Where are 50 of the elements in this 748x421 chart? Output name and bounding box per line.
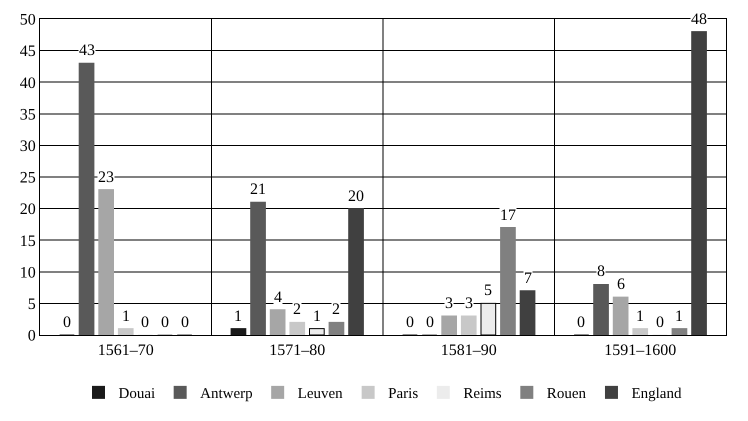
data-label: 0 [656, 314, 664, 331]
data-label: 48 [691, 11, 707, 28]
data-label: 20 [348, 188, 364, 205]
data-label: 1 [636, 308, 644, 325]
data-label: 6 [617, 276, 625, 293]
legend-label: Antwerp [200, 386, 253, 402]
y-tick-label: 0 [28, 328, 36, 345]
data-label: 8 [597, 263, 605, 280]
y-tick-label: 30 [20, 138, 36, 155]
legend-label: England [631, 386, 682, 402]
y-tick-label: 25 [20, 170, 36, 187]
data-label: 1 [675, 308, 683, 325]
data-label: 5 [484, 282, 492, 299]
data-label: 0 [141, 314, 149, 331]
data-label: 0 [63, 314, 71, 331]
data-label: 0 [577, 314, 585, 331]
legend-label: Rouen [546, 386, 586, 402]
legend-label: Reims [463, 386, 502, 402]
y-tick-label: 50 [20, 12, 36, 29]
data-label: 2 [293, 301, 301, 318]
legend-label: Paris [388, 386, 418, 402]
data-label: 17 [500, 207, 516, 224]
y-tick-label: 45 [20, 43, 36, 60]
data-label: 1 [234, 308, 242, 325]
y-tick-label: 10 [20, 264, 36, 282]
data-label: 43 [79, 42, 95, 59]
y-tick-label: 35 [20, 106, 36, 124]
data-label: 3 [465, 295, 473, 312]
data-label: 3 [445, 295, 453, 312]
data-label: 2 [332, 301, 340, 318]
data-label: 7 [524, 270, 532, 287]
y-tick-label: 40 [20, 74, 36, 92]
data-label: 0 [181, 314, 189, 331]
data-label: 0 [406, 314, 414, 331]
y-tick-label: 5 [28, 296, 36, 313]
data-label: 21 [250, 181, 266, 198]
data-label: 1 [122, 308, 130, 325]
y-tick-label: 20 [20, 201, 36, 218]
legend-label: Leuven [298, 386, 344, 402]
legend-label: Douai [118, 386, 156, 402]
data-label: 0 [161, 314, 169, 331]
data-label: 0 [426, 314, 434, 331]
x-tick-label: 1561–70 [98, 342, 154, 360]
x-tick-label: 1571–80 [269, 342, 326, 360]
data-label: 1 [313, 308, 321, 325]
data-label: 23 [98, 169, 114, 186]
y-tick-label: 15 [20, 232, 36, 250]
x-tick-label: 1591–1600 [604, 342, 676, 360]
data-label: 4 [274, 289, 282, 306]
x-tick-label: 1581–90 [440, 342, 497, 360]
